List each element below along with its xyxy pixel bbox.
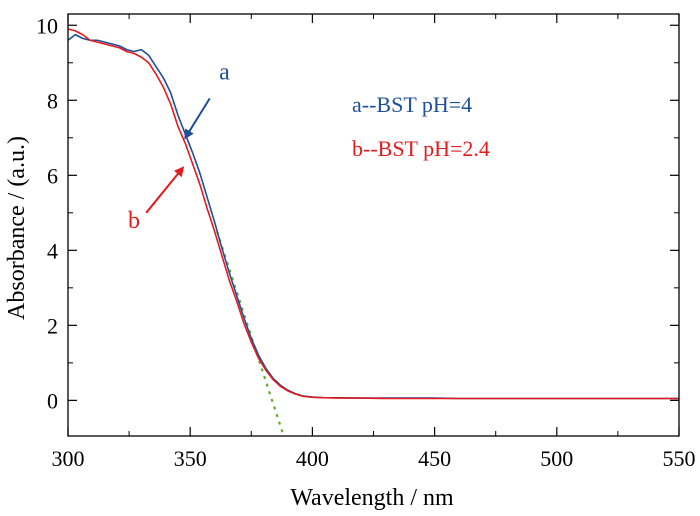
x-tick-label: 500 [540,446,573,471]
y-axis-title: Absorbance / (a.u.) [4,136,30,320]
annotation-arrow-b [145,166,185,214]
annotation-label-b: b [128,208,140,234]
legend: a--BST pH=4 b--BST pH=2.4 [352,92,490,161]
plot-area [67,28,679,435]
legend-entry-a: a--BST pH=4 [352,92,472,117]
annotations: ab [128,60,230,234]
y-tick-label: 6 [47,163,58,188]
y-tick-label: 0 [47,388,58,413]
axes: 300 350 400 450 500 550 0 2 4 6 8 10 [36,13,696,471]
x-tick-label: 400 [296,446,329,471]
x-axis-title: Wavelength / nm [290,485,454,511]
series-line-a [67,33,679,400]
annotation-arrow-a [184,97,211,140]
x-tick-label: 450 [418,446,451,471]
x-tick-label: 300 [52,446,85,471]
y-tick-label: 2 [47,313,58,338]
plot-frame [67,13,680,437]
y-tick-label: 4 [47,238,58,263]
x-tick-label: 550 [663,446,696,471]
x-tick-label: 350 [174,446,207,471]
legend-entry-b: b--BST pH=2.4 [352,136,490,161]
y-tick-label: 8 [47,88,58,113]
series-line-b [67,28,679,400]
annotation-label-a: a [219,60,230,86]
y-tick-label: 10 [36,13,58,38]
